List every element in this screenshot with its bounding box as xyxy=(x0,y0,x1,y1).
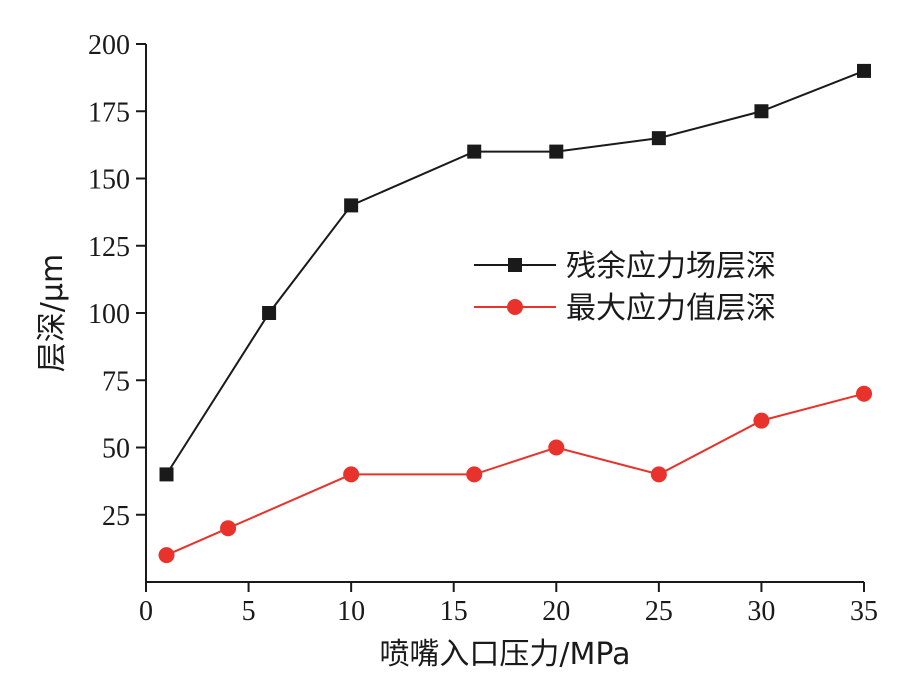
y-tick-label: 150 xyxy=(88,165,130,196)
data-point-square xyxy=(549,144,564,159)
series-layer xyxy=(158,63,872,564)
x-tick-label: 15 xyxy=(440,596,468,627)
data-point-square xyxy=(467,144,482,159)
y-tick-label: 50 xyxy=(102,434,130,465)
x-tick-label: 35 xyxy=(850,596,878,627)
ticks: 0 5 10 15 20 25 30 35 25 50 75 100 125 150 175 200 xyxy=(88,30,878,627)
series-line-1 xyxy=(165,69,865,475)
y-tick-label: 200 xyxy=(88,30,130,61)
x-tick-label: 0 xyxy=(139,596,153,627)
x-axis-title: 喷嘴入口压力/MPa xyxy=(379,637,630,672)
data-point-circle xyxy=(466,466,483,483)
legend-marker-square xyxy=(508,258,522,272)
data-point-square xyxy=(262,306,277,320)
y-tick-label: 100 xyxy=(88,299,130,330)
data-point-circle xyxy=(158,547,175,564)
data-point-circle xyxy=(753,412,770,429)
y-tick-label: 175 xyxy=(88,97,130,128)
x-tick-label: 20 xyxy=(542,596,570,627)
x-tick-label: 25 xyxy=(645,596,673,627)
data-point-circle xyxy=(650,466,667,483)
y-tick-label: 75 xyxy=(102,366,130,397)
data-point-square xyxy=(651,131,666,146)
data-point-circle xyxy=(343,466,360,483)
data-point-circle xyxy=(548,439,565,456)
data-point-square xyxy=(754,104,769,119)
x-tick-label: 5 xyxy=(242,596,256,627)
data-point-circle xyxy=(856,385,872,402)
series-line-2 xyxy=(166,392,865,557)
x-tick-label: 30 xyxy=(747,596,775,627)
legend-label: 残余应力场层深 xyxy=(566,249,776,284)
data-point-square xyxy=(857,63,871,78)
x-tick-label: 10 xyxy=(337,596,365,627)
y-tick-label: 25 xyxy=(102,501,130,532)
legend-label: 最大应力值层深 xyxy=(566,291,776,326)
y-axis-title: 层深/μm xyxy=(35,254,70,372)
data-point-circle xyxy=(220,520,237,537)
legend-marker-circle xyxy=(507,299,523,315)
data-point-square xyxy=(159,467,174,482)
y-tick-label: 125 xyxy=(88,232,130,263)
data-point-square xyxy=(344,198,359,213)
